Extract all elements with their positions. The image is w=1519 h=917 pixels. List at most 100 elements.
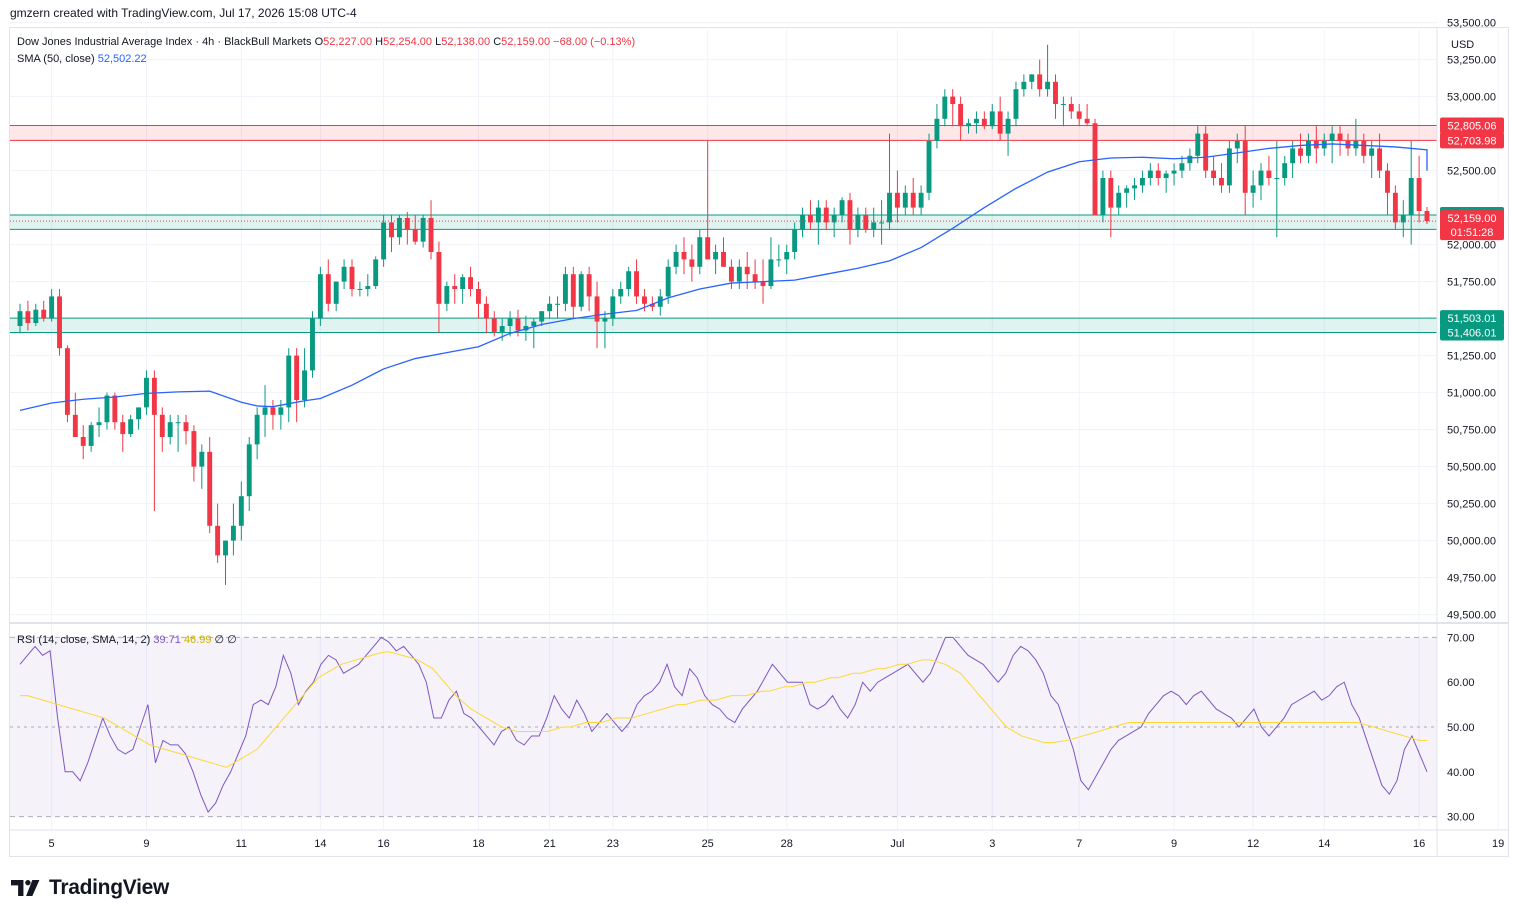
candle-body <box>1187 155 1193 164</box>
candle-body <box>310 318 315 371</box>
time-tick-label: 14 <box>314 838 326 850</box>
candle-body <box>396 217 402 238</box>
price-tick-label: 53,250.00 <box>1447 55 1496 67</box>
candle-body <box>618 289 624 297</box>
chart-frame <box>9 27 1509 857</box>
candle-body <box>1282 163 1288 178</box>
zone-fill <box>10 318 1437 333</box>
candle-body <box>1124 188 1130 193</box>
candle-body <box>1060 104 1066 105</box>
candle-body <box>1147 170 1153 178</box>
rsi-tick-label: 50.00 <box>1447 722 1475 734</box>
candle-body <box>1021 81 1027 90</box>
candle-body <box>325 274 331 304</box>
candle-body <box>681 252 687 260</box>
zone-bottom-badge-bg <box>1440 132 1504 149</box>
candle-body <box>839 200 845 215</box>
candle-body <box>610 296 616 319</box>
price-tick-label: 50,000.00 <box>1447 536 1496 548</box>
candle-body <box>262 407 268 415</box>
time-tick-label: 14 <box>1318 838 1330 850</box>
candle-body <box>1242 141 1248 193</box>
rsi-tick-label: 70.00 <box>1447 632 1475 644</box>
candle-body <box>159 414 165 437</box>
low-value: 52,138.00 <box>441 36 491 48</box>
candle-body <box>1392 192 1398 223</box>
candle-body <box>128 419 134 435</box>
candle-body <box>278 407 284 415</box>
candle-body <box>649 303 655 307</box>
candle-body <box>863 215 869 230</box>
candle-body <box>713 252 719 260</box>
price-tick-label: 50,250.00 <box>1447 499 1496 511</box>
candle-body <box>1108 178 1114 208</box>
candle-body <box>736 266 742 282</box>
candle-body <box>981 118 987 127</box>
candle-body <box>507 318 513 326</box>
price-tick-label: 53,000.00 <box>1447 92 1496 104</box>
candle-body <box>104 395 110 423</box>
rsi-legend[interactable]: RSI (14, close, SMA, 14, 2) 39.71 46.99 … <box>17 633 237 646</box>
candle-body <box>17 311 23 326</box>
candle-body <box>183 422 189 432</box>
chart-caption: gmzern created with TradingView.com, Jul… <box>10 6 357 20</box>
candle-body <box>72 414 78 437</box>
candle-body <box>697 237 703 267</box>
candle-body <box>1400 215 1406 223</box>
candle-body <box>1234 141 1240 149</box>
candle-body <box>136 407 142 420</box>
candle-body <box>547 303 553 312</box>
candle-body <box>286 355 292 408</box>
candle-body <box>902 192 908 208</box>
candle-body <box>428 217 434 252</box>
candle-body <box>792 229 798 252</box>
symbol-name: Dow Jones Industrial Average Index · 4h … <box>17 36 312 48</box>
candle-body <box>586 274 592 297</box>
price-tick-label: 49,500.00 <box>1447 610 1496 622</box>
candle-body <box>1377 148 1383 171</box>
zone-fill <box>10 125 1437 141</box>
last-price-badge-countdown: 01:51:28 <box>1451 227 1494 239</box>
candle-body <box>934 118 940 141</box>
candle-body <box>49 296 55 319</box>
candle-body <box>1155 170 1161 178</box>
tradingview-logo-icon <box>11 880 40 896</box>
candle-body <box>365 286 371 289</box>
time-tick-label: 3 <box>989 838 995 850</box>
time-tick-label: 16 <box>1413 838 1425 850</box>
candle-body <box>1266 170 1272 178</box>
candle-body <box>958 104 964 127</box>
close-value: 52,159.00 <box>501 36 551 48</box>
brand[interactable]: TradingView <box>11 876 169 900</box>
candle-body <box>215 525 221 556</box>
close-label: C <box>493 36 502 48</box>
candle-body <box>784 252 790 260</box>
price-tick-label: 52,500.00 <box>1447 166 1496 178</box>
candle-body <box>1029 74 1035 82</box>
zone-bottom-badge: 52,703.98 <box>1448 135 1497 147</box>
rsi-sma-value: 46.99 <box>183 634 212 646</box>
symbol-legend[interactable]: Dow Jones Industrial Average Index · 4h … <box>17 36 635 48</box>
sma-legend[interactable]: SMA (50, close) 52,502.22 <box>17 53 147 65</box>
time-tick-label: 16 <box>377 838 389 850</box>
candle-body <box>942 96 948 119</box>
low-label: L <box>435 36 442 48</box>
candle-body <box>476 289 481 304</box>
candle-body <box>1290 148 1296 164</box>
time-tick-label: 25 <box>702 838 714 850</box>
candle-body <box>246 444 252 497</box>
candle-body <box>1139 178 1145 186</box>
candle-body <box>1385 170 1390 193</box>
price-tick-label: 50,750.00 <box>1447 425 1496 437</box>
candle-body <box>823 207 829 223</box>
candle-body <box>871 222 877 230</box>
price-tick-label: 50,500.00 <box>1447 462 1496 474</box>
candle-body <box>997 111 1003 134</box>
candle-body <box>1416 178 1422 212</box>
candle-body <box>831 215 837 223</box>
currency-selector[interactable]: USD <box>1451 39 1475 51</box>
candle-body <box>1171 170 1177 174</box>
candle-body <box>1037 74 1043 90</box>
candle-body <box>175 422 181 424</box>
